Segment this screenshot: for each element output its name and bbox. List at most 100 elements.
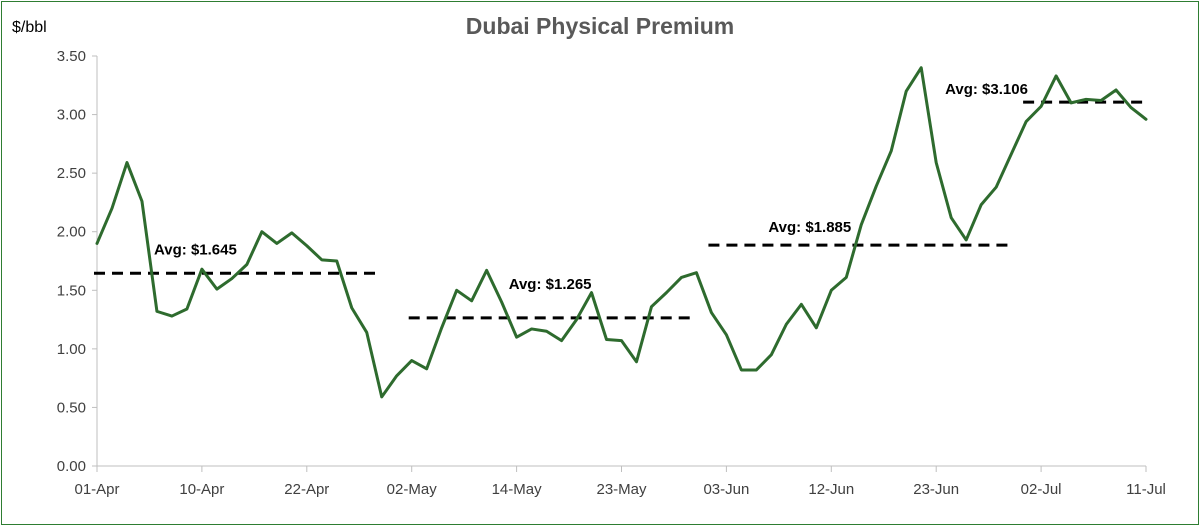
data-point xyxy=(590,291,593,294)
data-point xyxy=(949,216,953,219)
data-point xyxy=(470,299,473,303)
data-point xyxy=(830,289,833,292)
y-tick-label: 2.00 xyxy=(57,224,86,241)
data-point xyxy=(575,318,578,321)
data-point xyxy=(964,238,968,242)
data-point xyxy=(710,311,713,314)
data-point xyxy=(860,223,863,226)
x-tick-label: 10-Apr xyxy=(179,481,224,498)
data-point xyxy=(215,287,219,291)
data-point xyxy=(455,289,458,292)
data-point xyxy=(1114,88,1118,92)
y-tick-label: 3.50 xyxy=(57,48,86,65)
average-label: Avg: $1.265 xyxy=(509,276,592,293)
data-point xyxy=(800,303,803,306)
data-point xyxy=(680,276,683,279)
data-point xyxy=(650,305,653,308)
y-tick-label: 0.50 xyxy=(57,399,86,416)
data-point xyxy=(1054,74,1058,78)
data-point xyxy=(560,339,563,342)
data-point xyxy=(695,271,698,274)
x-tick-label: 02-Jul xyxy=(1021,481,1062,498)
data-point xyxy=(245,263,249,266)
data-point xyxy=(935,161,938,164)
y-axis-unit-label: $/bbl xyxy=(12,19,47,36)
data-point xyxy=(500,300,503,304)
data-point xyxy=(515,335,518,339)
data-point xyxy=(230,277,234,280)
x-tick-label: 23-May xyxy=(596,481,647,498)
y-tick-label: 1.50 xyxy=(57,282,86,299)
data-point xyxy=(875,184,878,188)
y-tick-label: 3.00 xyxy=(57,107,86,124)
data-point xyxy=(1099,99,1103,102)
y-axis: 0.00 0.50 1.00 1.50 2.00 2.50 3.00 3.50 xyxy=(57,48,98,475)
data-point xyxy=(605,338,608,341)
series-group xyxy=(95,66,1148,399)
data-point xyxy=(665,291,668,294)
data-point xyxy=(755,368,758,372)
data-point xyxy=(1009,153,1013,156)
data-point xyxy=(845,276,848,279)
x-tick-label: 01-Apr xyxy=(74,481,119,498)
data-point xyxy=(635,360,638,363)
data-point xyxy=(305,244,308,247)
data-point xyxy=(620,339,623,342)
data-point xyxy=(155,310,159,313)
average-label: Avg: $3.106 xyxy=(945,81,1028,98)
data-point xyxy=(95,242,99,245)
data-point xyxy=(365,331,368,334)
data-point xyxy=(170,314,174,318)
data-point xyxy=(425,367,428,370)
data-point xyxy=(1129,106,1133,109)
data-point xyxy=(485,269,488,272)
data-point xyxy=(815,326,818,329)
data-point xyxy=(770,353,773,356)
data-point xyxy=(785,323,788,326)
y-tick-label: 2.50 xyxy=(57,165,86,182)
x-tick-label: 11-Jul xyxy=(1126,481,1166,498)
data-point xyxy=(185,307,189,311)
data-point xyxy=(275,242,279,245)
data-point xyxy=(140,200,144,203)
chart-title: Dubai Physical Premium xyxy=(466,13,734,39)
data-point xyxy=(395,374,398,377)
x-tick-label: 14-May xyxy=(492,481,543,498)
data-point xyxy=(979,203,983,206)
x-tick-label: 02-May xyxy=(387,481,438,498)
data-point xyxy=(1039,105,1043,108)
data-point xyxy=(200,268,204,271)
data-point xyxy=(320,258,323,262)
data-point xyxy=(905,89,908,93)
x-tick-label: 22-Apr xyxy=(284,481,329,498)
y-tick-label: 0.00 xyxy=(57,458,86,475)
data-point xyxy=(1024,120,1028,123)
y-tick-label: 1.00 xyxy=(57,341,86,358)
data-point xyxy=(260,230,264,233)
data-point xyxy=(994,186,998,189)
data-point xyxy=(290,231,294,235)
data-point xyxy=(110,207,114,210)
series-line xyxy=(95,66,1148,399)
x-axis: 01-Apr 10-Apr 22-Apr 02-May 14-May 23-May 03-J… xyxy=(74,465,1166,498)
data-point xyxy=(350,306,353,310)
data-point xyxy=(890,149,893,153)
data-point xyxy=(1069,101,1073,105)
data-point xyxy=(725,333,728,336)
data-point xyxy=(1084,98,1088,101)
data-point xyxy=(410,359,413,362)
data-point xyxy=(545,330,548,333)
average-labels: Avg: $1.645 Avg: $1.265 Avg: $1.885 Avg: $3… xyxy=(154,81,1028,293)
data-point xyxy=(125,161,129,164)
x-tick-label: 23-Jun xyxy=(913,481,959,498)
data-point xyxy=(920,66,923,69)
data-point xyxy=(1144,118,1148,121)
data-point xyxy=(740,368,743,372)
x-tick-label: 03-Jun xyxy=(703,481,749,498)
average-label: Avg: $1.885 xyxy=(768,219,851,236)
data-point xyxy=(440,326,443,329)
data-point xyxy=(335,259,338,263)
average-lines xyxy=(94,100,1146,320)
